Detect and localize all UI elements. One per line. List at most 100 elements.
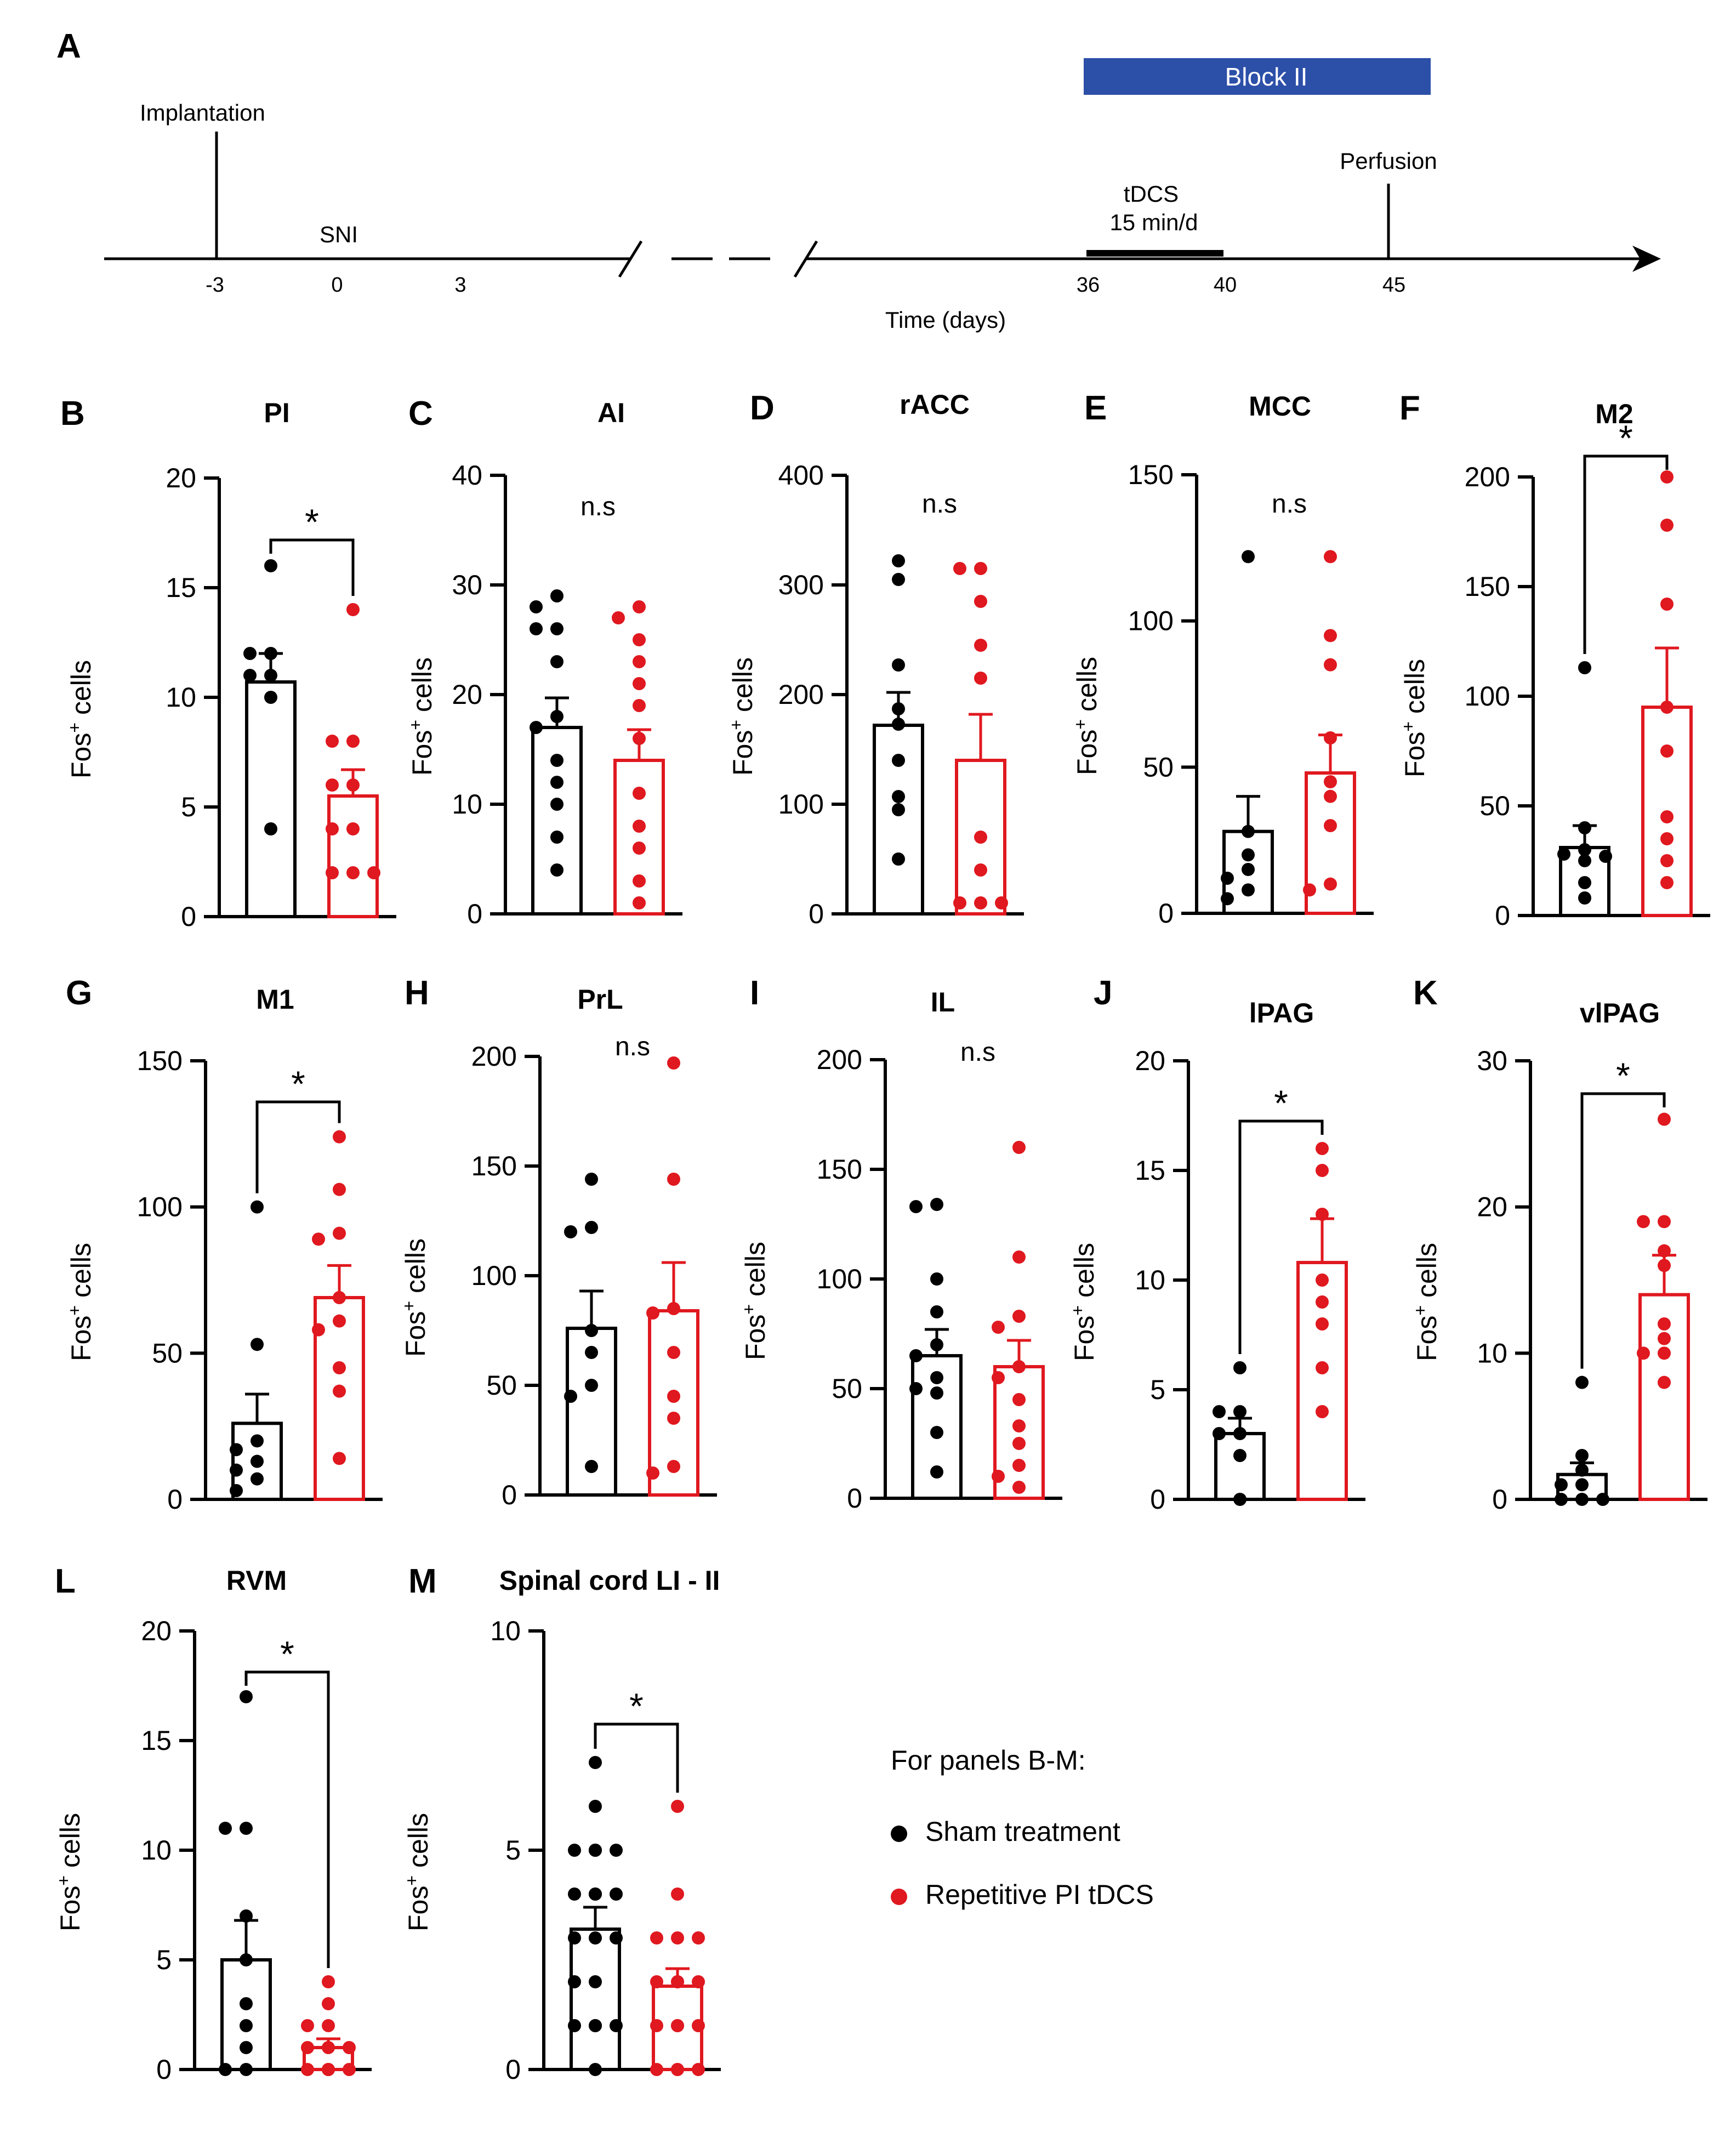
panel-letter-m: M — [408, 1562, 437, 1600]
data-point-l-sham-8 — [240, 2063, 253, 2076]
tdcs-label: tDCS — [1124, 181, 1179, 207]
data-point-h-tdcs-4 — [667, 1346, 680, 1359]
data-point-m-tdcs-11 — [692, 2019, 705, 2032]
data-point-h-tdcs-3 — [646, 1306, 659, 1320]
y-tick-label-d-2: 200 — [778, 679, 824, 710]
data-point-k-sham-4 — [1555, 1478, 1568, 1492]
y-tick-label-l-4: 20 — [141, 1616, 172, 1646]
data-point-d-tdcs-2 — [974, 595, 987, 608]
y-axis-label-m: Fos+ cells — [402, 1813, 434, 1931]
y-tick-label-h-3: 150 — [471, 1151, 517, 1181]
sig-bracket-j — [1238, 1119, 1324, 1354]
data-point-e-sham-2 — [1242, 848, 1255, 862]
y-tick-label-k-1: 10 — [1477, 1338, 1507, 1368]
data-point-k-sham-6 — [1555, 1493, 1568, 1506]
sig-star-j: * — [1274, 1083, 1288, 1123]
block-ii-label: Block II — [1225, 62, 1308, 91]
data-point-f-tdcs-2 — [1660, 598, 1674, 611]
data-point-m-sham-15 — [568, 1975, 581, 1988]
data-point-h-tdcs-1 — [667, 1173, 680, 1186]
legend-tdcs-marker — [891, 1889, 907, 1905]
chart-panel-l: L RVM 0 5 10 15 20 Fos+ cells * — [54, 1562, 372, 2085]
data-point-c-sham-4 — [550, 655, 564, 668]
y-tick-label-i-1: 50 — [832, 1373, 862, 1404]
data-point-h-tdcs-8 — [646, 1466, 659, 1480]
data-point-b-sham-4 — [243, 669, 257, 682]
data-point-m-tdcs-7 — [692, 1975, 705, 1988]
panel-letter-d: D — [750, 389, 775, 427]
data-point-m-sham-1 — [589, 1800, 602, 1813]
sig-bracket-b — [269, 538, 355, 596]
data-point-k-tdcs-3 — [1658, 1244, 1671, 1258]
data-point-g-tdcs-6 — [312, 1323, 325, 1337]
data-point-b-sham-5 — [264, 691, 277, 704]
data-point-h-sham-0 — [585, 1173, 598, 1186]
panel-letter-l: L — [55, 1562, 76, 1600]
data-point-d-tdcs-0 — [974, 562, 987, 575]
data-point-k-tdcs-0 — [1658, 1112, 1671, 1126]
panel-title-h: PrL — [577, 984, 623, 1015]
data-point-k-tdcs-2 — [1637, 1215, 1650, 1229]
timeline-arrowhead — [1632, 246, 1661, 272]
data-point-e-sham-1 — [1242, 825, 1255, 838]
data-point-h-sham-7 — [585, 1460, 598, 1473]
y-tick-label-g-2: 100 — [137, 1192, 183, 1223]
chart-panel-b: B PI 0 5 10 15 20 Fos+ cells * — [60, 395, 396, 932]
y-tick-label-e-1: 50 — [1143, 752, 1174, 782]
data-point-f-tdcs-1 — [1660, 519, 1674, 532]
chart-panel-f: F M2 0 50 100 150 200 Fos+ cells * — [1398, 389, 1710, 931]
data-point-i-sham-2 — [930, 1272, 943, 1286]
data-point-b-sham-6 — [264, 822, 277, 835]
y-tick-label-c-4: 40 — [452, 460, 482, 491]
data-point-c-tdcs-0 — [633, 600, 646, 613]
data-point-e-tdcs-7 — [1324, 877, 1337, 891]
y-tick-label-i-0: 0 — [847, 1483, 862, 1514]
data-point-g-tdcs-5 — [333, 1314, 346, 1328]
data-point-m-tdcs-14 — [650, 2063, 663, 2076]
data-point-f-sham-6 — [1578, 876, 1591, 889]
data-point-e-tdcs-3 — [1324, 731, 1337, 744]
y-tick-label-c-2: 20 — [452, 679, 482, 710]
data-point-i-sham-1 — [909, 1200, 923, 1213]
data-point-l-sham-9 — [219, 2063, 232, 2076]
data-point-e-tdcs-1 — [1324, 629, 1337, 643]
panel-title-e: MCC — [1249, 391, 1311, 422]
data-point-h-tdcs-6 — [667, 1412, 680, 1425]
data-point-m-sham-12 — [568, 1931, 581, 1945]
data-point-c-tdcs-8 — [633, 820, 646, 833]
sig-star-f: * — [1619, 418, 1633, 458]
data-point-c-sham-7 — [550, 754, 564, 767]
data-point-c-tdcs-3 — [633, 655, 646, 668]
data-point-m-sham-20 — [589, 2063, 602, 2076]
sig-ns-c: n.s — [580, 492, 616, 521]
data-point-h-sham-5 — [585, 1379, 598, 1392]
y-tick-label-e-0: 0 — [1158, 898, 1174, 929]
data-point-f-sham-7 — [1578, 891, 1591, 905]
y-tick-label-m-0: 0 — [505, 2054, 521, 2085]
y-tick-label-d-1: 100 — [778, 789, 824, 820]
data-point-b-sham-0 — [264, 559, 277, 572]
data-point-f-sham-1 — [1578, 821, 1591, 834]
timeline-tick-36: 36 — [1077, 274, 1100, 297]
data-point-d-sham-5 — [892, 754, 905, 767]
data-point-m-tdcs-0 — [671, 1800, 684, 1813]
y-tick-label-j-3: 15 — [1135, 1155, 1165, 1186]
panel-letter-k: K — [1413, 974, 1438, 1012]
data-point-k-sham-2 — [1575, 1463, 1589, 1477]
data-point-l-tdcs-3 — [301, 2019, 314, 2032]
data-point-g-tdcs-4 — [333, 1291, 346, 1304]
sig-ns-e: n.s — [1272, 490, 1307, 519]
y-tick-label-m-1: 5 — [505, 1835, 521, 1866]
y-tick-label-b-2: 10 — [166, 682, 196, 713]
y-tick-label-j-1: 5 — [1150, 1374, 1165, 1405]
data-point-j-sham-3 — [1233, 1427, 1246, 1440]
data-point-k-sham-3 — [1575, 1478, 1589, 1492]
data-point-f-tdcs-7 — [1660, 854, 1674, 867]
data-point-d-sham-8 — [892, 852, 905, 866]
data-point-e-tdcs-0 — [1324, 550, 1337, 564]
data-point-b-tdcs-7 — [346, 866, 360, 879]
data-point-c-sham-11 — [550, 863, 564, 877]
data-point-d-tdcs-1 — [953, 562, 966, 575]
data-point-c-tdcs-1 — [612, 611, 625, 624]
